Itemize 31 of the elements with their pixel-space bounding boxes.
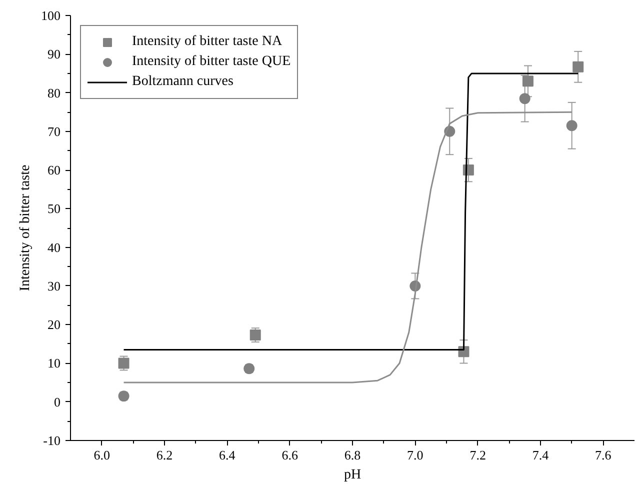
y-tick-label: 80: [48, 85, 60, 100]
y-axis-title: Intensity of bitter taste: [18, 164, 33, 292]
y-tick-label: 40: [48, 240, 60, 255]
y-tick-label: 70: [48, 124, 60, 139]
x-tick-label: 6.6: [282, 448, 298, 462]
y-tick-label: 30: [48, 278, 60, 294]
x-tick-label: 6.8: [344, 448, 361, 462]
legend-label: Intensity of bitter taste QUE: [132, 54, 291, 70]
x-tick-label: 7.6: [595, 448, 612, 462]
point: [566, 120, 578, 132]
y-tick-label: 50: [48, 201, 60, 216]
legend-label: Boltzmann curves: [132, 74, 234, 90]
x-tick-label: 7.4: [532, 448, 550, 462]
x-tick-label: 7.0: [407, 448, 424, 462]
point: [519, 93, 530, 104]
y-tick-label: 10: [48, 356, 60, 371]
y-tick-label: 90: [48, 46, 60, 62]
point: [522, 76, 534, 87]
legend-label: Intensity of bitter taste NA: [132, 34, 282, 50]
line-series: [123, 111, 573, 384]
x-tick-label: 6.2: [156, 448, 173, 462]
y-tick-label: 20: [48, 317, 60, 332]
y-tick-label: 100: [41, 8, 60, 23]
y-tick-label: 60: [48, 162, 60, 178]
x-tick-label: 6.0: [94, 448, 110, 462]
y-tick-label: -10: [43, 433, 61, 448]
y-tick-label: 0: [54, 394, 60, 410]
x-tick-label: 7.2: [470, 448, 486, 462]
x-axis-title: pH: [344, 468, 362, 482]
point: [572, 61, 584, 72]
x-tick-label: 6.4: [219, 448, 236, 462]
